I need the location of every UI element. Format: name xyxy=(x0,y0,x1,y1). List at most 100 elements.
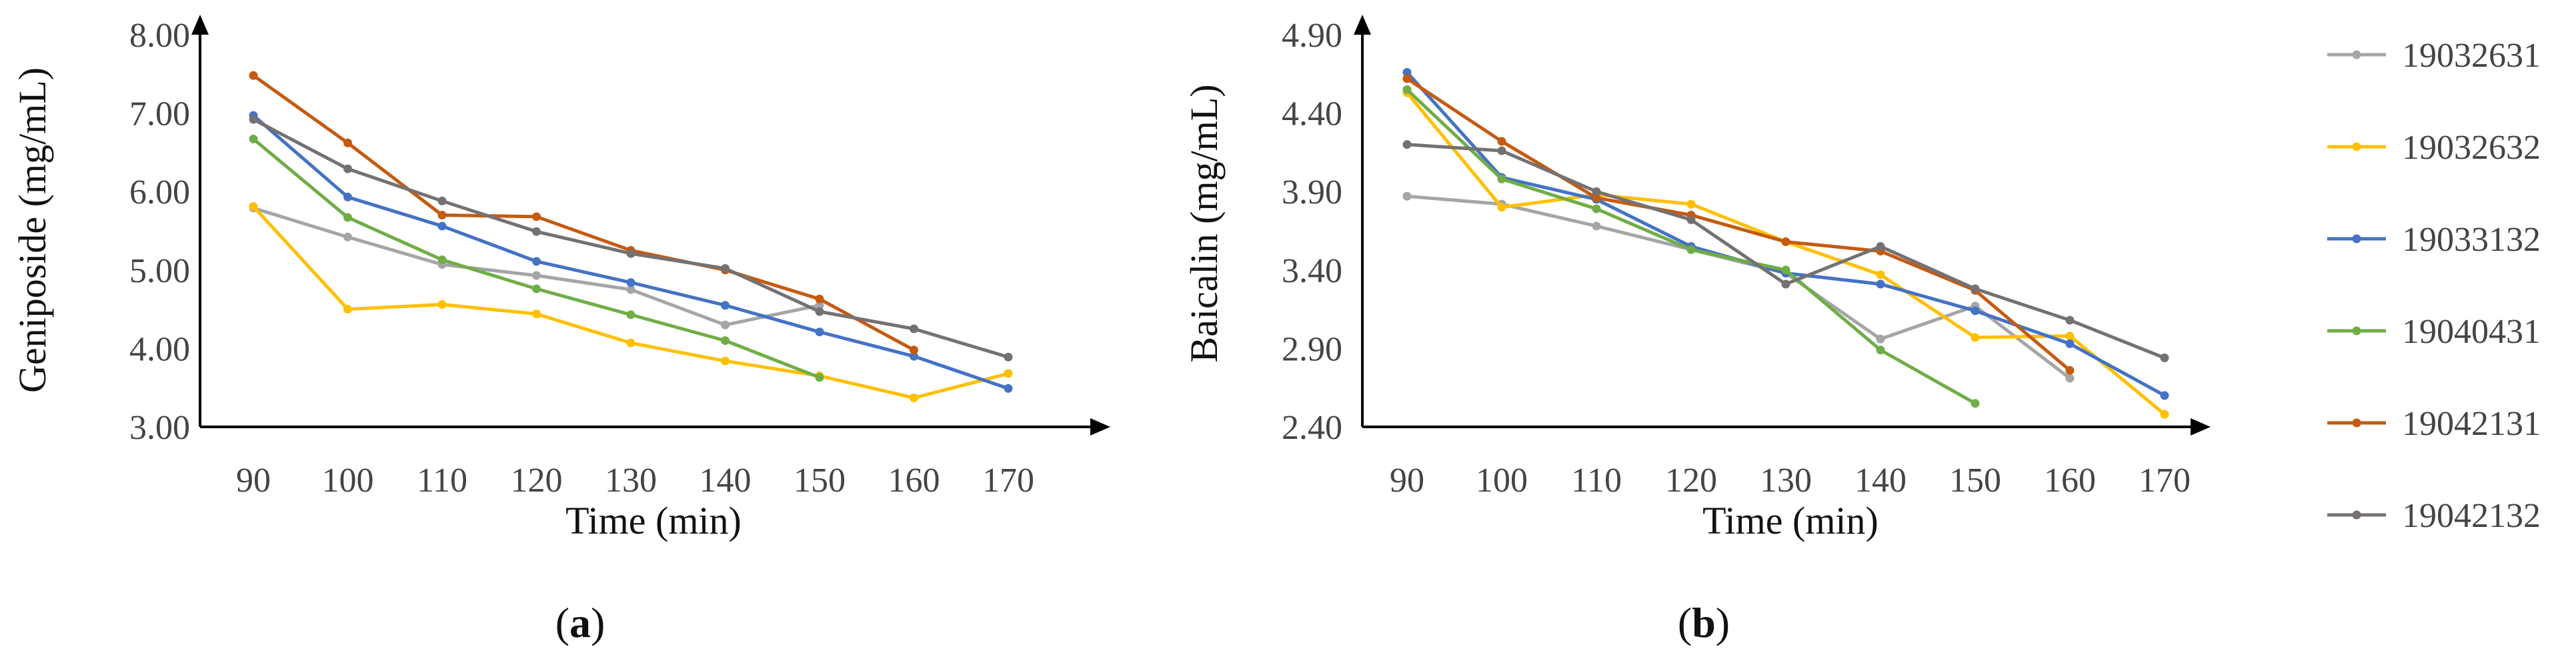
legend-label-19042132: 19042132 xyxy=(2402,497,2541,535)
panel-a-y-tick-label: 8.00 xyxy=(129,17,190,55)
panel-a-series-19042132-point xyxy=(343,164,352,173)
panel-b-series-19042132-point xyxy=(1876,242,1885,251)
panel-a-series-19042131-point xyxy=(249,71,258,80)
panel-b-series-19042132-point xyxy=(1781,279,1790,289)
panel-a-x-axis-arrow xyxy=(1090,418,1110,436)
panel-a-y-axis-arrow xyxy=(191,15,209,35)
panel-a-series-19042131-point xyxy=(532,212,541,221)
legend-marker-19042132 xyxy=(2352,510,2361,520)
panel-a-series-19042131-point xyxy=(437,210,447,219)
panel-a-series-19033132-point xyxy=(1004,384,1013,393)
panel-b-series-19042132-point xyxy=(1686,215,1696,225)
panel-b-x-tick-label: 90 xyxy=(1390,462,1424,500)
panel-b-series-19042132-point xyxy=(1971,284,1980,293)
panel-b-series-19042131-point xyxy=(1592,193,1601,203)
panel-b-label: (b) xyxy=(1678,599,1730,646)
panel-a-series-19032631-point xyxy=(626,285,635,294)
panel-b-y-tick-label: 4.40 xyxy=(1282,95,1342,133)
panel-a-x-tick-label: 140 xyxy=(700,462,752,500)
panel-a-y-tick-label: 5.00 xyxy=(129,252,190,290)
legend-marker-19033132 xyxy=(2352,234,2361,243)
panel-a-series-19032632-point xyxy=(343,305,352,314)
legend-label-19032632: 19032632 xyxy=(2402,129,2541,167)
panel-a-series-19032632-point xyxy=(910,393,918,402)
panel-b-series-19042132-point xyxy=(1497,146,1506,155)
legend-label-19033132: 19033132 xyxy=(2402,221,2541,259)
panel-a-series-19032632-point xyxy=(437,300,447,309)
panel-a-series-19040431-point xyxy=(721,336,730,346)
panel-a-series-19042131-point xyxy=(343,138,352,147)
panel-b-x-tick-label: 140 xyxy=(1854,462,1906,500)
panel-b-series-19042131-point xyxy=(1402,74,1412,83)
panel-b-series-19032631-point xyxy=(2065,374,2075,383)
panel-a-series-19040431-point xyxy=(343,213,352,222)
panel-a-x-axis-title: Time (min) xyxy=(565,499,742,542)
panel-a-series-19042131-point xyxy=(815,294,824,303)
panel-b-y-tick-label: 3.40 xyxy=(1282,252,1342,290)
panel-a-x-tick-label: 110 xyxy=(417,462,467,500)
legend-marker-19040431 xyxy=(2352,326,2361,336)
panel-a-x-tick-label: 130 xyxy=(605,462,657,500)
panel-a-series-19042132 xyxy=(249,115,1013,362)
panel-a-series-19042132-point xyxy=(721,263,730,273)
panel-b-series-19032632-point xyxy=(1971,333,1980,342)
panel-a-series-19042132-point xyxy=(626,249,635,258)
panel-b-y-tick-label: 2.90 xyxy=(1282,330,1342,368)
panel-b-series-19042131-line xyxy=(1406,77,2071,372)
panel-b-x-axis-title: Time (min) xyxy=(1702,499,1878,542)
panel-b-y-axis-title: Baicalin (mg/mL) xyxy=(1182,84,1226,362)
legend-label-19032631: 19032631 xyxy=(2402,37,2541,75)
panel-a-series-19032632-point xyxy=(532,309,541,319)
panel-b-x-tick-label: 130 xyxy=(1760,462,1812,500)
panel-b-x-tick-label: 100 xyxy=(1476,462,1528,500)
panel-a-series-19042131-line xyxy=(252,74,915,352)
panel-a-y-tick-label: 3.00 xyxy=(129,409,190,447)
panel-a-y-axis-title: Geniposide (mg/mL) xyxy=(11,67,54,393)
panel-b-x-tick-label: 120 xyxy=(1665,462,1717,500)
panel-a-series-19033132-point xyxy=(532,257,541,266)
panel-a-y-tick-label: 4.00 xyxy=(129,330,190,368)
panel-a-x-tick-label: 170 xyxy=(982,462,1034,500)
panel-a-series-19042132-point xyxy=(910,324,918,334)
panel-b-x-tick-label: 160 xyxy=(2044,462,2096,500)
panel-b-series-19040431-point xyxy=(1402,85,1412,94)
panel-b-series-19042131-point xyxy=(1497,137,1506,146)
legend-label-19040431: 19040431 xyxy=(2402,313,2541,351)
panel-b-y-tick-label: 3.90 xyxy=(1282,173,1342,211)
panel-b-series-19032632-point xyxy=(1497,203,1506,212)
panel-a-series-19042132-point xyxy=(249,115,258,124)
panel-a: 3.00 4.00 5.00 6.00 7.00 8.00 90 100 110 120 130 14… xyxy=(11,15,1110,646)
panel-a-series-19032631-point xyxy=(532,271,541,280)
panel-a-series-19033132 xyxy=(249,111,1013,393)
panel-a-series-19033132-point xyxy=(815,327,824,337)
legend-marker-19032632 xyxy=(2352,142,2361,151)
panel-b-series-19032631-point xyxy=(1876,334,1885,344)
panel-b-series-19042131-point xyxy=(1781,237,1790,246)
panel-b-series-19040431-point xyxy=(1497,174,1506,183)
panel-b-series-19032631-point xyxy=(1592,221,1601,231)
panel-a-series-19040431-point xyxy=(626,310,635,319)
panel-a-series-19040431-point xyxy=(437,255,447,265)
panel-b-series-19042132-point xyxy=(2065,315,2075,325)
panel-a-series-19040431 xyxy=(249,134,824,382)
panel-b-y-tick-label: 4.90 xyxy=(1282,17,1342,55)
panel-b-x-tick-label: 150 xyxy=(1949,462,2001,500)
panel-b-series-19033132-point xyxy=(1876,279,1885,289)
panel-b-series-19042132 xyxy=(1402,140,2169,363)
panel-a-series-19033132-point xyxy=(343,192,352,201)
panel-b-series-19040431 xyxy=(1402,85,1980,408)
panel-b-x-tick-label: 110 xyxy=(1571,462,1622,500)
panel-a-series-19040431-point xyxy=(532,284,541,293)
panel-a-series-19033132-point xyxy=(910,352,918,361)
panel-a-x-tick-label: 150 xyxy=(794,462,846,500)
panel-a-x-tick-label: 120 xyxy=(511,462,563,500)
panel-a-series-19032632-point xyxy=(721,356,730,366)
panel-a-series-19042132-point xyxy=(1004,352,1013,362)
panel-a-series-19032632-point xyxy=(1004,369,1013,378)
panel-b-series-19032632-point xyxy=(2065,331,2075,341)
panel-b-series-19042132-point xyxy=(2160,354,2169,363)
panel-a-series-19033132-point xyxy=(721,301,730,310)
panel-a-series-19032632-point xyxy=(249,202,258,211)
legend-marker-19032631 xyxy=(2352,50,2361,59)
panel-b-series-19032632-point xyxy=(2160,410,2169,419)
